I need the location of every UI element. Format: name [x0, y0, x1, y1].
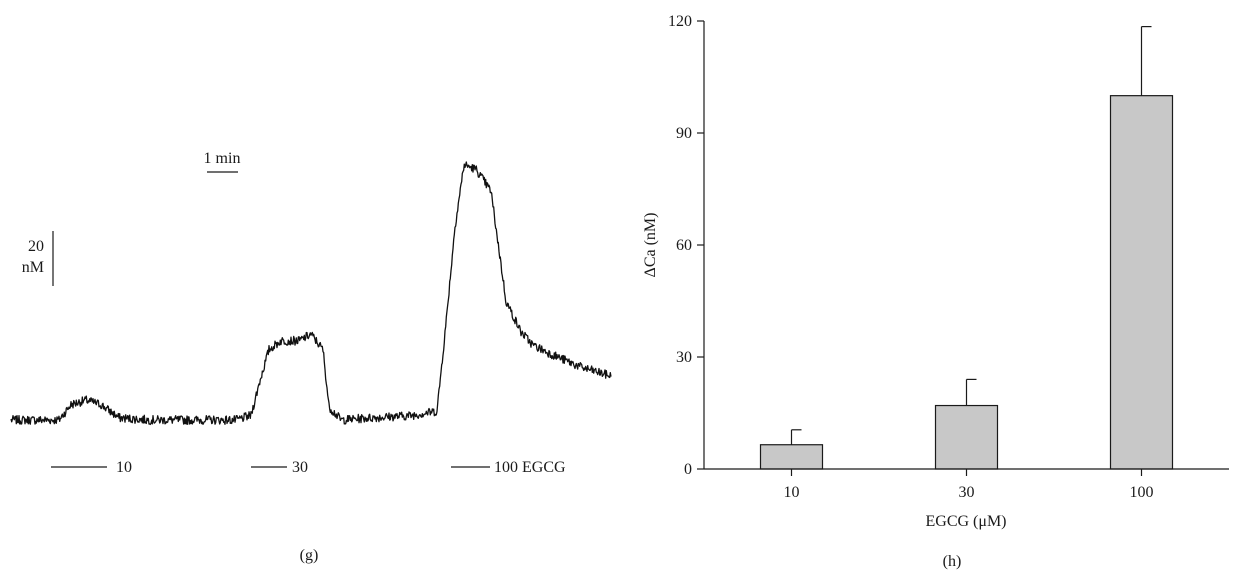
bar-30	[934, 404, 999, 470]
concentration-scale-value: 20	[28, 238, 44, 255]
x-tick-label-30: 30	[959, 484, 975, 501]
y-tick-label: 0	[684, 461, 692, 478]
y-axis-ticks: 0 30 60 90 120	[668, 13, 704, 478]
calcium-trace-line	[10, 161, 612, 426]
application-label-100: 100 EGCG	[494, 459, 566, 476]
y-tick-label: 30	[676, 349, 692, 366]
panel-g-caption: (g)	[300, 547, 319, 564]
x-tick-label-100: 100	[1130, 484, 1154, 501]
y-tick-label: 90	[676, 125, 692, 142]
bar-chart-panel: 0 30 60 90 120 10 30 100 ΔCa (nM) EGCG (μM) (h…	[642, 13, 1229, 570]
x-tick-label-10: 10	[784, 484, 800, 501]
panel-h-caption: (h)	[943, 553, 962, 570]
bars	[759, 95, 1174, 470]
error-bars	[790, 26, 1152, 445]
bar-10	[759, 444, 824, 470]
calcium-trace-panel: 1 min 20 nM 10 30 100 EGCG (g)	[10, 150, 612, 564]
x-axis-ticks: 10 30 100	[784, 469, 1154, 501]
application-label-10: 10	[116, 459, 132, 476]
y-tick-label: 120	[668, 13, 692, 30]
concentration-scale-unit: nM	[22, 259, 44, 276]
y-tick-label: 60	[676, 237, 692, 254]
application-label-30: 30	[292, 459, 308, 476]
x-axis-title: EGCG (μM)	[925, 513, 1006, 530]
bar-100	[1109, 95, 1174, 470]
y-axis-title: ΔCa (nM)	[642, 213, 659, 278]
time-scale-label: 1 min	[204, 150, 241, 167]
